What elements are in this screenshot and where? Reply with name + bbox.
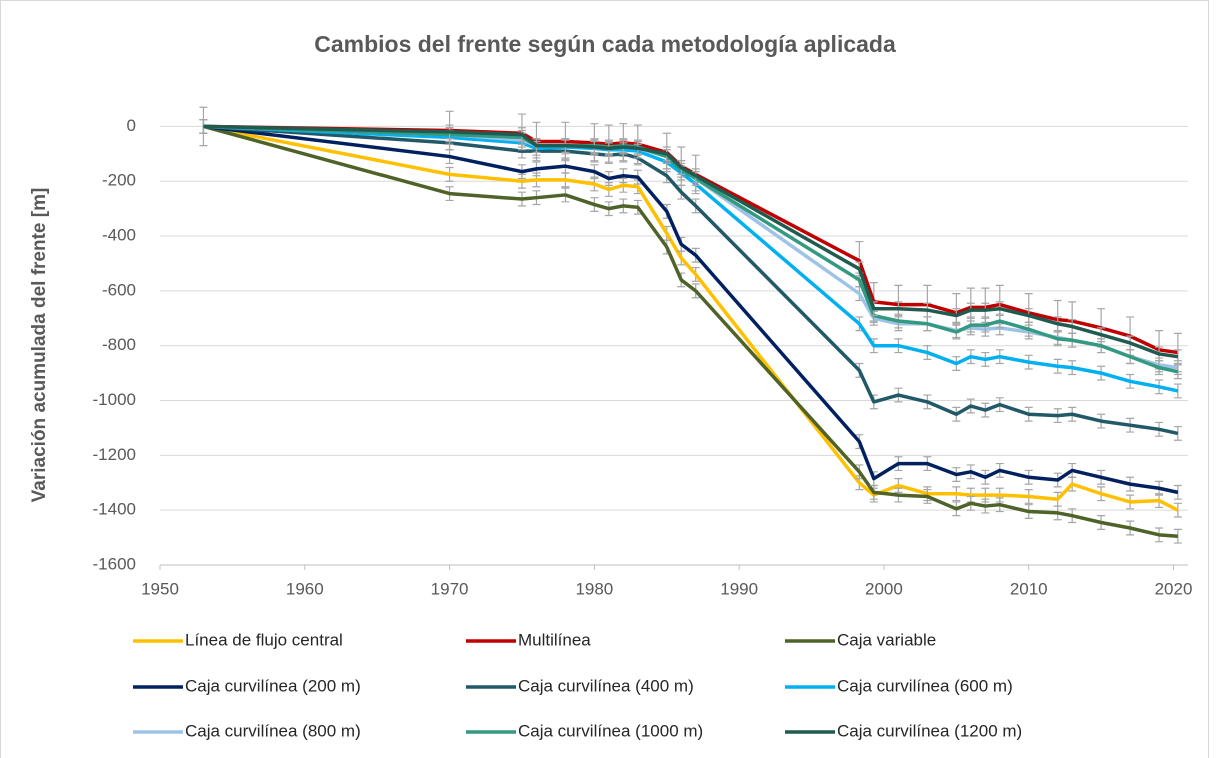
legend-label: Caja curvilínea (600 m) xyxy=(837,676,1013,695)
y-tick-label: -200 xyxy=(102,171,136,190)
x-tick-label: 2010 xyxy=(1010,579,1048,598)
series-line xyxy=(203,124,1179,436)
y-tick-label: -1000 xyxy=(93,390,136,409)
y-tick-label: 0 xyxy=(127,116,136,135)
x-tick-label: 1990 xyxy=(720,579,758,598)
legend-label: Caja curvilínea (1000 m) xyxy=(518,721,703,740)
y-tick-label: -1200 xyxy=(93,445,136,464)
x-tick-label: 1980 xyxy=(575,579,613,598)
series-line xyxy=(203,124,1179,495)
x-tick-label: 1960 xyxy=(286,579,324,598)
x-tick-label: 2000 xyxy=(865,579,903,598)
x-tick-label: 1950 xyxy=(141,579,179,598)
y-tick-label: -600 xyxy=(102,280,136,299)
y-tick-label: -1600 xyxy=(93,554,136,573)
legend-label: Multilínea xyxy=(518,630,591,649)
series-line xyxy=(202,124,1178,538)
legend-label: Caja curvilínea (800 m) xyxy=(185,721,361,740)
legend-label: Caja curvilínea (400 m) xyxy=(518,676,694,695)
y-tick-label: -800 xyxy=(102,335,136,354)
chart-title: Cambios del frente según cada metodologí… xyxy=(314,31,896,57)
series-line xyxy=(203,124,1179,359)
legend-label: Caja curvilínea (1200 m) xyxy=(837,721,1022,740)
y-tick-label: -1400 xyxy=(93,500,136,519)
y-axis-label: Variación acumulada del frente [m] xyxy=(29,188,50,503)
legend-label: Caja variable xyxy=(837,630,936,649)
x-tick-label: 1970 xyxy=(431,579,469,598)
legend-label: Línea de flujo central xyxy=(185,630,343,649)
x-tick-label: 2020 xyxy=(1155,579,1193,598)
legend-label: Caja curvilínea (200 m) xyxy=(185,676,361,695)
y-tick-label: -400 xyxy=(102,226,136,245)
